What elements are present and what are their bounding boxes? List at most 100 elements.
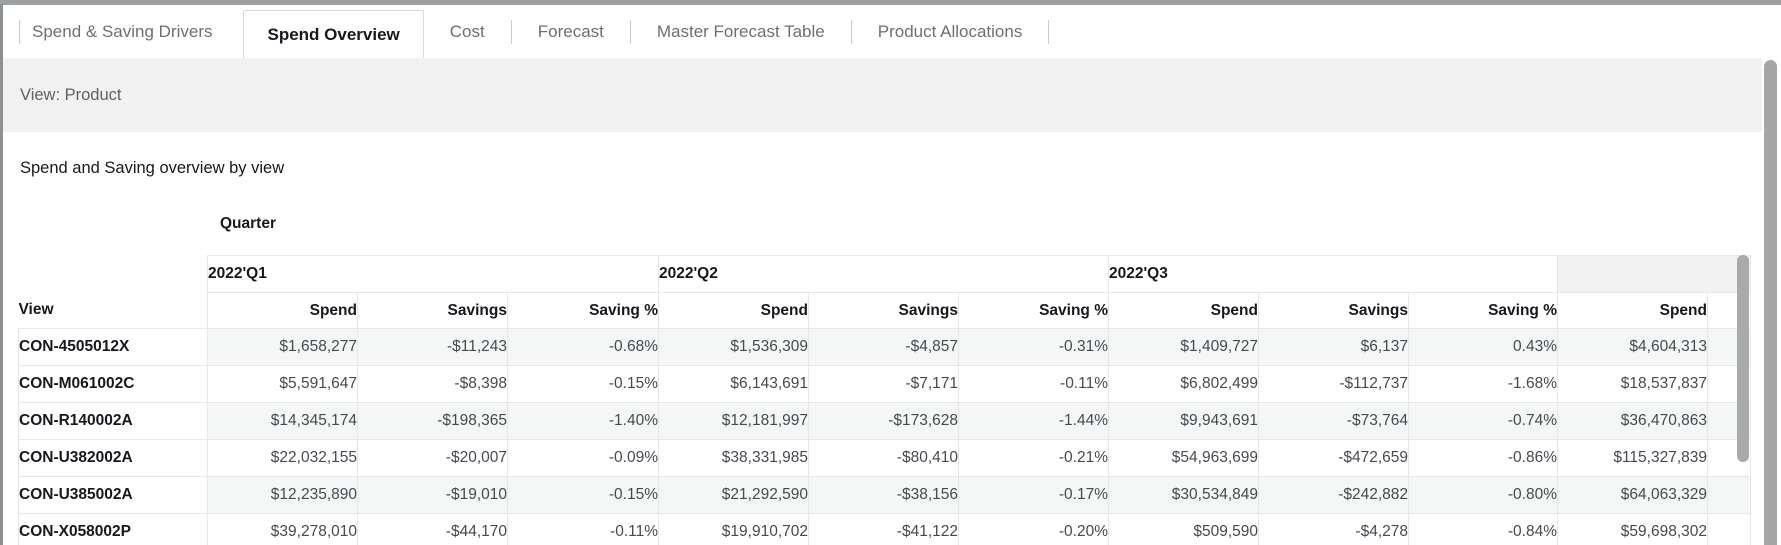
- value-cell: -$7,171: [808, 365, 959, 403]
- value-cell: $19,910,702: [658, 513, 809, 545]
- value-cell: -$73,764: [1258, 402, 1409, 440]
- value-cell: $21,292,590: [658, 476, 809, 514]
- value-cell: -$11,243: [357, 328, 508, 366]
- value-cell: -0.86%: [1408, 439, 1558, 477]
- value-cell: -$173,628: [808, 402, 959, 440]
- metric-header-row: View Spend Savings Saving % Spend Saving…: [18, 292, 1751, 329]
- tab-divider: [1048, 19, 1050, 44]
- pivot-table: 2022'Q1 2022'Q2 2022'Q3 View Spend Savin…: [18, 255, 1751, 545]
- quarter-header-next: [1557, 255, 1751, 293]
- view-column-header: View: [18, 292, 208, 329]
- value-cell: -0.31%: [958, 328, 1109, 366]
- partial-cell: [1707, 513, 1751, 545]
- value-cell: $64,063,329: [1557, 476, 1708, 514]
- value-cell: -$19,010: [357, 476, 508, 514]
- value-cell: -$112,737: [1258, 365, 1409, 403]
- value-cell: -$242,882: [1258, 476, 1409, 514]
- pivot-corner-label: Quarter: [220, 215, 276, 232]
- value-cell: $18,537,837: [1557, 365, 1708, 403]
- value-cell: $39,278,010: [207, 513, 358, 545]
- table-row: CON-R140002A $14,345,174 -$198,365 -1.40% $1…: [18, 402, 1751, 440]
- value-cell: $54,963,699: [1108, 439, 1259, 477]
- value-cell: -1.40%: [507, 402, 659, 440]
- tab-forecast[interactable]: Forecast: [537, 21, 604, 41]
- value-cell: $59,698,302: [1557, 513, 1708, 545]
- value-cell: -0.11%: [507, 513, 659, 545]
- value-cell: $1,658,277: [207, 328, 358, 366]
- value-cell: -0.80%: [1408, 476, 1558, 514]
- value-cell: -0.15%: [507, 476, 659, 514]
- value-cell: $509,590: [1108, 513, 1259, 545]
- quarter-header-q3: 2022'Q3: [1108, 255, 1558, 293]
- value-cell: $30,534,849: [1108, 476, 1259, 514]
- top-edge-strip: [0, 0, 1781, 5]
- value-cell: -$472,659: [1258, 439, 1409, 477]
- metric-header-saving-pct: Saving %: [1408, 292, 1558, 329]
- value-cell: $14,345,174: [207, 402, 358, 440]
- value-cell: -$41,122: [808, 513, 959, 545]
- value-cell: $6,137: [1258, 328, 1409, 366]
- value-cell: -0.21%: [958, 439, 1109, 477]
- table-row: CON-U385002A $12,235,890 -$19,010 -0.15% $21…: [18, 476, 1751, 514]
- metric-header-saving-pct: Saving %: [507, 292, 659, 329]
- metric-header-spend: Spend: [207, 292, 358, 329]
- value-cell: -$20,007: [357, 439, 508, 477]
- tab-divider: [850, 19, 852, 44]
- tab-master-forecast-table[interactable]: Master Forecast Table: [656, 21, 825, 41]
- tab-bar: Spend & Saving Drivers Spend Overview Co…: [3, 5, 1763, 58]
- table-row: CON-X058002P $39,278,010 -$44,170 -0.11% $19…: [18, 513, 1751, 545]
- tab-divider: [629, 19, 631, 44]
- value-cell: $6,802,499: [1108, 365, 1259, 403]
- value-cell: $38,331,985: [658, 439, 809, 477]
- metric-header-spend: Spend: [1108, 292, 1259, 329]
- partial-cell: [1707, 476, 1751, 514]
- value-cell: -0.15%: [507, 365, 659, 403]
- value-cell: $6,143,691: [658, 365, 809, 403]
- table-row: CON-4505012X $1,658,277 -$11,243 -0.68% $1,5…: [18, 328, 1751, 366]
- table-row: CON-M061002C $5,591,647 -$8,398 -0.15% $6,14…: [18, 365, 1751, 403]
- value-cell: -1.44%: [958, 402, 1109, 440]
- value-cell: -1.68%: [1408, 365, 1558, 403]
- value-cell: $115,327,839: [1557, 439, 1708, 477]
- page-vertical-scrollbar-thumb[interactable]: [1764, 60, 1777, 545]
- tab-product-allocations[interactable]: Product Allocations: [877, 21, 1023, 41]
- value-cell: -0.11%: [958, 365, 1109, 403]
- row-view-label: CON-X058002P: [18, 513, 208, 545]
- value-cell: -$4,278: [1258, 513, 1409, 545]
- value-cell: $36,470,863: [1557, 402, 1708, 440]
- view-selector-bar[interactable]: View: Product: [3, 58, 1762, 132]
- value-cell: -0.68%: [507, 328, 659, 366]
- tab-cost[interactable]: Cost: [449, 21, 485, 41]
- row-view-label: CON-U385002A: [18, 476, 208, 514]
- quarter-header-q2: 2022'Q2: [658, 255, 1109, 293]
- quarter-header-q1: 2022'Q1: [207, 255, 659, 293]
- value-cell: -0.09%: [507, 439, 659, 477]
- table-body: CON-4505012X $1,658,277 -$11,243 -0.68% $1,5…: [18, 328, 1751, 545]
- tab-divider: [19, 19, 20, 44]
- value-cell: -$44,170: [357, 513, 508, 545]
- value-cell: -$4,857: [808, 328, 959, 366]
- value-cell: -$38,156: [808, 476, 959, 514]
- value-cell: -0.84%: [1408, 513, 1558, 545]
- value-cell: -0.17%: [958, 476, 1109, 514]
- tab-spend-overview[interactable]: Spend Overview: [243, 10, 424, 58]
- value-cell: -$80,410: [808, 439, 959, 477]
- value-cell: -0.20%: [958, 513, 1109, 545]
- table-head-rows: 2022'Q1 2022'Q2 2022'Q3 View Spend Savin…: [18, 255, 1751, 329]
- value-cell: -0.74%: [1408, 402, 1558, 440]
- tab-spend-saving-drivers[interactable]: Spend & Saving Drivers: [32, 21, 213, 41]
- value-cell: $5,591,647: [207, 365, 358, 403]
- metric-header-spend: Spend: [658, 292, 809, 329]
- value-cell: $4,604,313: [1557, 328, 1708, 366]
- value-cell: -$198,365: [357, 402, 508, 440]
- value-cell: 0.43%: [1408, 328, 1558, 366]
- metric-header-savings: Savings: [357, 292, 508, 329]
- value-cell: $12,235,890: [207, 476, 358, 514]
- value-cell: $12,181,997: [658, 402, 809, 440]
- row-view-label: CON-U382002A: [18, 439, 208, 477]
- metric-header-spend: Spend: [1557, 292, 1708, 329]
- table-vertical-scrollbar-thumb[interactable]: [1737, 255, 1749, 462]
- table-row: CON-U382002A $22,032,155 -$20,007 -0.09% $38…: [18, 439, 1751, 477]
- visual-title: Spend and Saving overview by view: [20, 159, 285, 177]
